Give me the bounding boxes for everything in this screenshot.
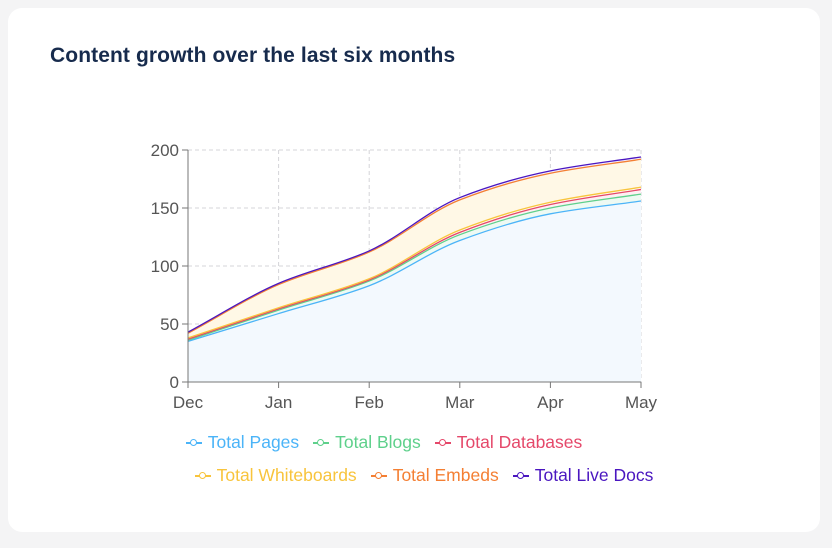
legend-marker-icon — [185, 438, 202, 448]
y-tick-label: 50 — [160, 315, 179, 334]
line-total-embeds — [187, 158, 642, 334]
x-tick-label: Apr — [537, 393, 564, 412]
area-total-blogs — [188, 194, 641, 342]
y-tick-label: 150 — [151, 199, 179, 218]
x-tick-label: Jan — [265, 393, 292, 412]
legend-item-total-pages[interactable]: Total Pages — [185, 432, 300, 453]
legend-label: Total Pages — [207, 432, 300, 452]
y-tick-label: 0 — [170, 373, 179, 392]
legend-marker-icon — [434, 438, 451, 448]
legend-row-1: Total Pages Total Blogs Total Databases — [0, 432, 800, 453]
line-total-pages — [187, 200, 642, 343]
legend-label: Total Whiteboards — [216, 465, 357, 485]
area-total-embeds — [188, 159, 641, 338]
legend-item-total-whiteboards[interactable]: Total Whiteboards — [194, 465, 357, 486]
legend-label: Total Live Docs — [534, 465, 654, 485]
x-tick-label: Feb — [355, 393, 384, 412]
y-tick-label: 200 — [151, 141, 179, 160]
area-total-pages — [188, 201, 641, 382]
x-tick-label: May — [625, 393, 658, 412]
x-tick-label: Mar — [445, 393, 475, 412]
line-total-live-docs — [187, 156, 642, 333]
legend-row-2: Total Whiteboards Total Embeds Total Live … — [8, 465, 832, 486]
line-total-whiteboards — [187, 186, 642, 339]
legend-label: Total Blogs — [335, 432, 421, 452]
legend-item-total-blogs[interactable]: Total Blogs — [313, 432, 421, 453]
y-tick-label: 100 — [151, 257, 179, 276]
line-total-blogs — [187, 193, 642, 341]
legend-label: Total Databases — [456, 432, 583, 452]
legend-marker-icon — [313, 438, 330, 448]
legend-marker-icon — [194, 471, 211, 481]
legend-item-total-live-docs[interactable]: Total Live Docs — [512, 465, 654, 486]
legend-item-total-embeds[interactable]: Total Embeds — [370, 465, 499, 486]
legend-marker-icon — [512, 471, 529, 481]
x-tick-label: Dec — [173, 393, 204, 412]
legend-item-total-databases[interactable]: Total Databases — [434, 432, 583, 453]
chart-title: Content growth over the last six months — [50, 44, 456, 67]
legend-marker-icon — [370, 471, 387, 481]
legend-label: Total Embeds — [392, 465, 499, 485]
line-total-databases — [187, 188, 642, 340]
